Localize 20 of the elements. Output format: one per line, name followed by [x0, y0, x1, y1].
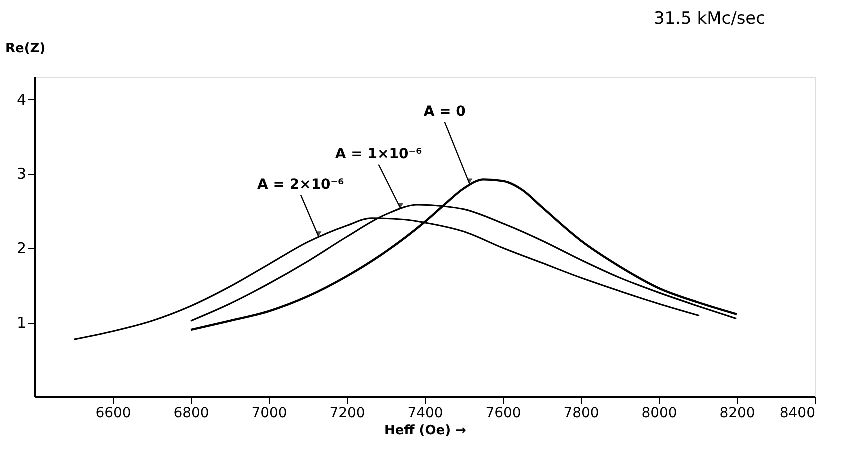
x-tick-label: 7400: [408, 406, 444, 422]
x-axis-title: Heff (Oe) →: [384, 424, 467, 438]
x-tick-label: 6600: [96, 406, 132, 422]
x-tick-label: 7800: [564, 406, 600, 422]
y-axis-title: Re(Z): [6, 42, 46, 56]
annotation: A = 2×10⁻⁶: [258, 177, 344, 193]
x-tick-label: 8400: [780, 406, 816, 422]
x-tick-label: 7600: [486, 406, 522, 422]
annotation: A = 0: [424, 104, 466, 120]
x-tick-label: 7200: [330, 406, 366, 422]
y-tick-label: 1: [16, 314, 26, 332]
chart-title: 31.5 kMc/sec: [654, 9, 766, 29]
x-tick-label: 7000: [252, 406, 288, 422]
annotation: A = 1×10⁻⁶: [335, 146, 422, 163]
x-tick-label: 8200: [720, 406, 756, 422]
y-tick-label: 4: [16, 90, 26, 109]
x-tick-label: 8000: [642, 406, 678, 422]
y-tick-label: 3: [16, 165, 26, 184]
y-tick-label: 2: [16, 240, 26, 258]
x-tick-label: 6800: [174, 406, 210, 422]
